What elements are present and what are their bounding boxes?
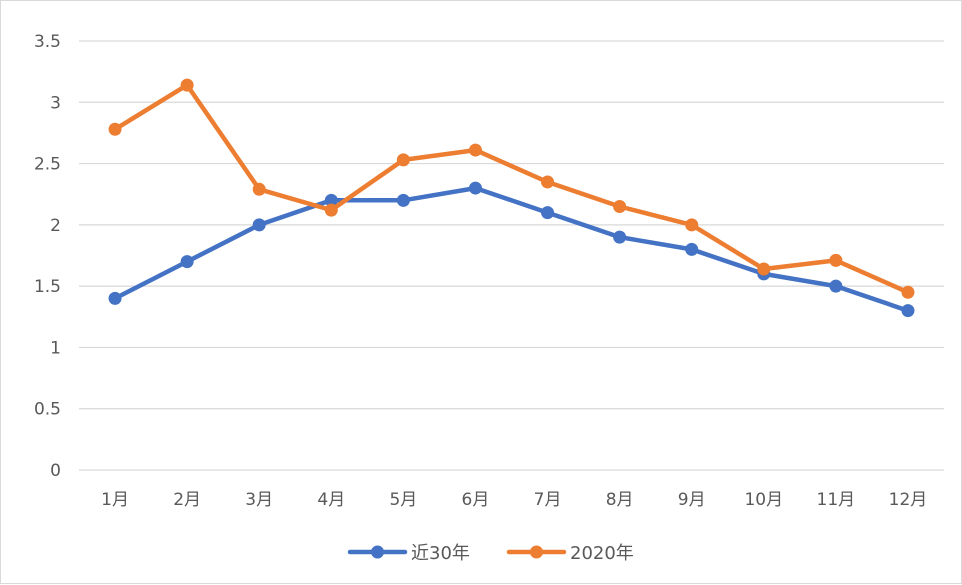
data-point (685, 218, 699, 232)
data-point (324, 193, 338, 207)
x-tick-label: 2月 (173, 490, 201, 510)
y-tick-label: 2.5 (34, 155, 61, 175)
y-tick-label: 0.5 (34, 400, 61, 420)
x-tick-label: 3月 (245, 490, 273, 510)
data-point (252, 218, 266, 232)
legend: 近30年 2020年 (347, 543, 634, 564)
y-tick-label: 3.5 (34, 32, 61, 52)
data-point (396, 153, 410, 167)
data-point (829, 253, 843, 267)
y-tick-label: 2 (50, 216, 61, 236)
x-tick-label: 4月 (317, 490, 345, 510)
series-layer (108, 78, 915, 318)
legend-swatch-marker (530, 545, 543, 559)
x-tick-label: 10月 (744, 490, 783, 510)
y-tick-label: 0 (50, 461, 61, 481)
data-point (252, 182, 266, 196)
x-tick-label: 8月 (606, 490, 634, 510)
data-point (685, 242, 699, 256)
series-line-0 (112, 185, 911, 313)
legend-swatch-marker (371, 545, 384, 559)
data-point (468, 181, 482, 195)
series-line-1 (112, 82, 911, 295)
x-tick-label: 9月 (678, 490, 706, 510)
y-tick-label: 1 (50, 338, 61, 358)
data-point (108, 122, 122, 136)
data-point (613, 199, 627, 213)
data-point (396, 193, 410, 207)
y-axis-ticks: 0 0.5 1 1.5 2 2.5 3 3.5 (34, 32, 61, 481)
x-tick-label: 7月 (534, 490, 562, 510)
y-tick-label: 3 (50, 93, 61, 113)
x-axis-ticks: 1月 2月 3月 4月 5月 6月 7月 8月 9月 10月 11月 12月 (101, 490, 927, 510)
x-tick-label: 11月 (817, 490, 856, 510)
data-point (324, 203, 338, 217)
legend-label: 近30年 (411, 543, 470, 564)
data-point (541, 206, 555, 220)
data-point (180, 78, 194, 92)
data-point (108, 291, 122, 305)
y-tick-label: 1.5 (34, 277, 61, 297)
data-point (757, 262, 771, 276)
x-tick-label: 1月 (101, 490, 129, 510)
data-point (829, 279, 843, 293)
data-point (613, 230, 627, 244)
data-point (468, 143, 482, 157)
legend-label: 2020年 (570, 543, 634, 564)
data-point (541, 175, 555, 189)
gridlines (79, 40, 944, 471)
data-point (180, 255, 194, 269)
x-tick-label: 5月 (389, 490, 417, 510)
x-tick-label: 6月 (462, 490, 490, 510)
x-tick-label: 12月 (889, 490, 928, 510)
data-point (901, 285, 915, 299)
data-point (901, 304, 915, 318)
